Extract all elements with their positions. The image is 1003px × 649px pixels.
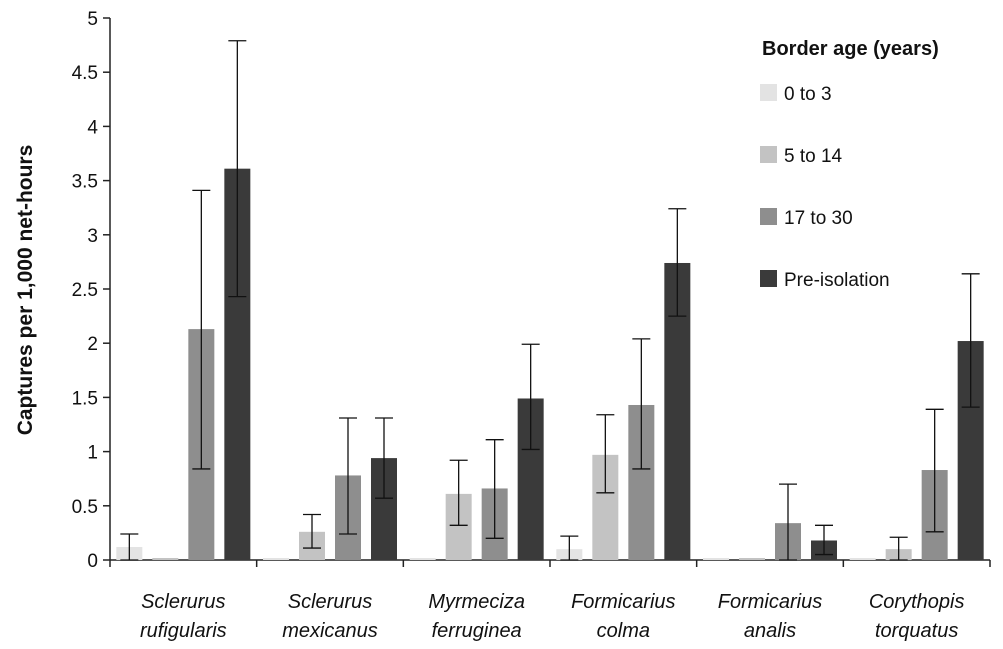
bar [703,558,729,560]
bar [152,558,179,560]
y-tick-label: 1.5 [72,388,98,409]
y-tick-label: 0 [87,551,98,572]
y-tick-label: 3.5 [72,172,98,193]
bars [116,40,984,561]
y-tick-label: 2 [87,334,98,355]
category-label: Sclerurus [288,591,372,613]
category-label: Sclerurus [141,591,225,613]
category-label: analis [744,620,796,642]
legend-label: 0 to 3 [784,84,832,105]
legend-label: Pre-isolation [784,270,890,291]
y-axis-label: Captures per 1,000 net-hours [14,145,37,436]
bar [849,558,876,560]
category-label: colma [597,620,650,642]
legend-swatch [760,84,777,101]
legend-title: Border age (years) [762,38,939,60]
y-tick-label: 4 [87,117,98,138]
category-label: Myrmeciza [428,591,525,613]
y-tick-label: 1 [87,443,98,464]
category-label: Formicarius [571,591,675,613]
y-tick-label: 4.5 [72,63,98,84]
legend-label: 5 to 14 [784,146,843,167]
bar [263,558,289,560]
category-label: torquatus [875,620,958,642]
x-axis: Sclerurus rufigularis Sclerurus mexicanus My… [109,559,991,642]
legend: Border age (years) 0 to 3 5 to 14 17 to 30 P… [760,38,939,291]
legend-swatch [760,270,777,287]
y-tick-label: 2.5 [72,280,98,301]
category-label: mexicanus [282,620,378,642]
legend-swatch [760,208,777,225]
legend-label: 17 to 30 [784,208,853,229]
category-label: Corythopis [869,591,965,613]
y-tick-label: 0.5 [72,497,98,518]
category-label: rufigularis [140,620,227,642]
category-label: ferruginea [432,620,522,642]
legend-swatch [760,146,777,163]
y-tick-label: 5 [87,9,98,30]
bar [739,558,765,560]
y-tick-label: 3 [87,226,98,247]
y-axis: 0 0.5 1 1.5 2 2.5 3 3.5 4 4.5 5 [72,9,111,572]
category-label: Formicarius [718,591,822,613]
bar [409,558,436,560]
